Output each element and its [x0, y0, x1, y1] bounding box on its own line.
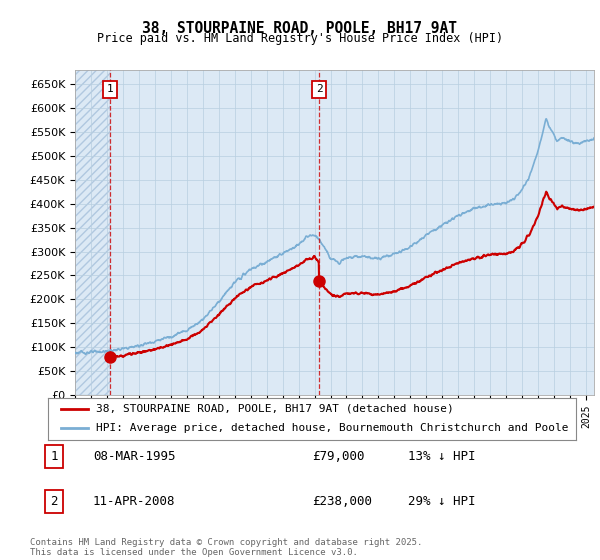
Text: 2: 2 [316, 85, 322, 95]
Text: 2: 2 [50, 494, 58, 508]
Text: 11-APR-2008: 11-APR-2008 [93, 494, 176, 508]
Text: 1: 1 [50, 450, 58, 463]
Bar [75, 70, 110, 395]
Text: £238,000: £238,000 [312, 494, 372, 508]
Text: 13% ↓ HPI: 13% ↓ HPI [408, 450, 476, 463]
Text: HPI: Average price, detached house, Bournemouth Christchurch and Poole: HPI: Average price, detached house, Bour… [95, 423, 568, 433]
Text: Contains HM Land Registry data © Crown copyright and database right 2025.
This d: Contains HM Land Registry data © Crown c… [30, 538, 422, 557]
Text: Price paid vs. HM Land Registry's House Price Index (HPI): Price paid vs. HM Land Registry's House … [97, 32, 503, 45]
Text: 1: 1 [107, 85, 113, 95]
Text: 38, STOURPAINE ROAD, POOLE, BH17 9AT: 38, STOURPAINE ROAD, POOLE, BH17 9AT [143, 21, 458, 36]
Text: 38, STOURPAINE ROAD, POOLE, BH17 9AT (detached house): 38, STOURPAINE ROAD, POOLE, BH17 9AT (de… [95, 404, 453, 414]
Text: 29% ↓ HPI: 29% ↓ HPI [408, 494, 476, 508]
Text: £79,000: £79,000 [312, 450, 365, 463]
Text: 08-MAR-1995: 08-MAR-1995 [93, 450, 176, 463]
